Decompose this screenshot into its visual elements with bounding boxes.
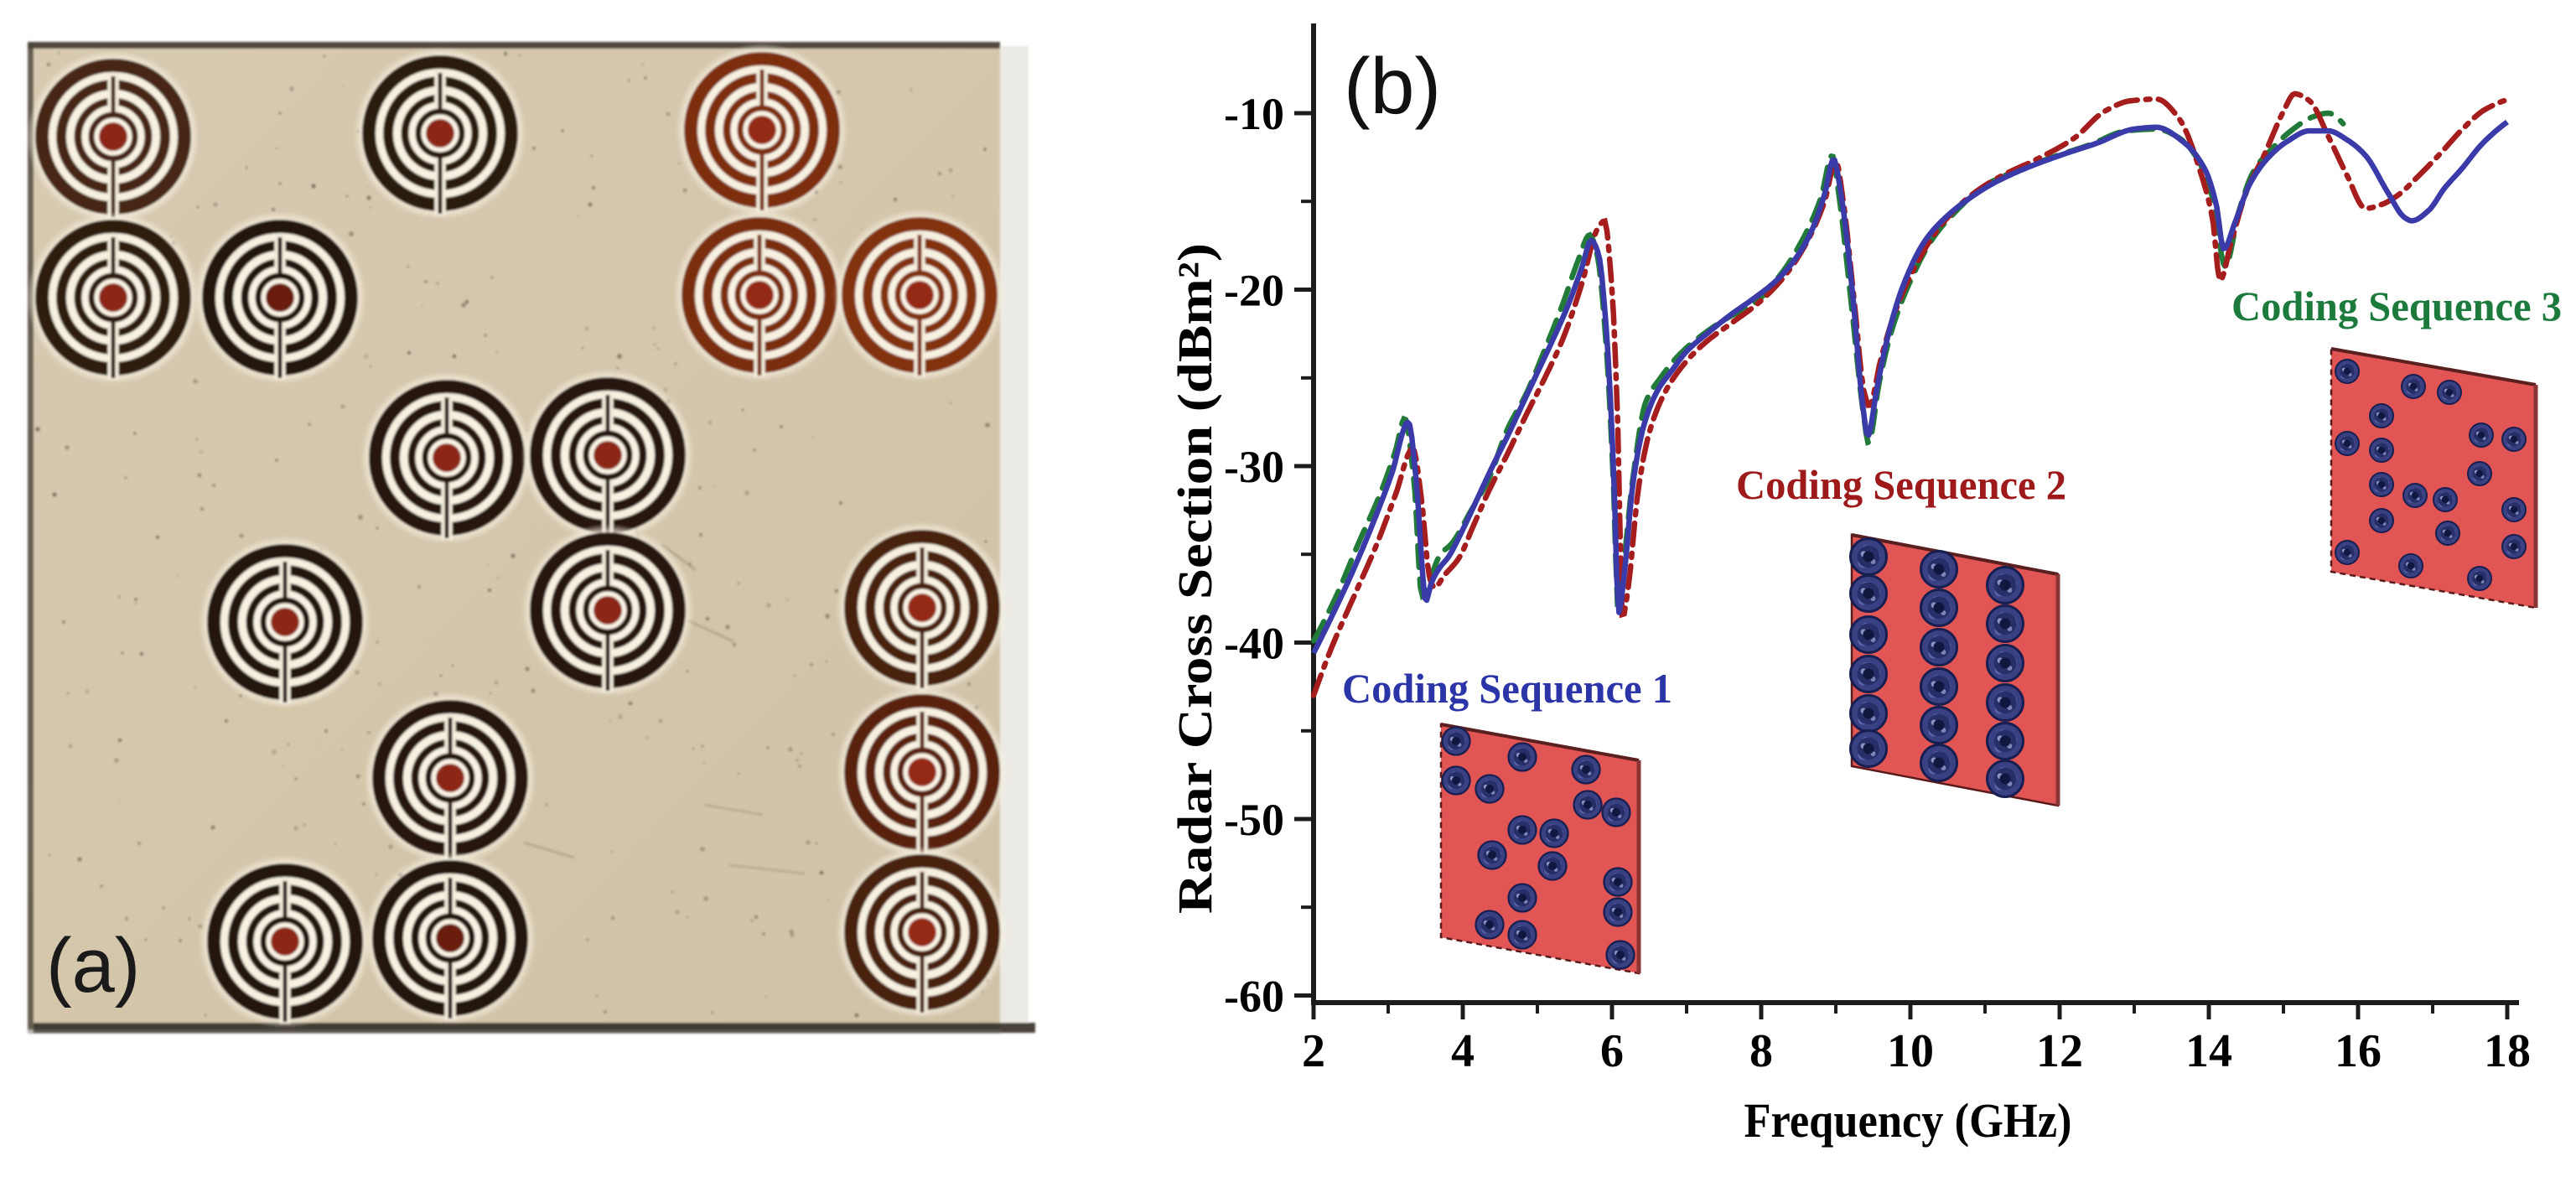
svg-text:4: 4 <box>1451 1025 1475 1077</box>
svg-text:2: 2 <box>1302 1025 1325 1077</box>
svg-text:(b): (b) <box>1344 42 1441 131</box>
svg-text:Coding Sequence 3: Coding Sequence 3 <box>2231 283 2562 329</box>
svg-text:-50: -50 <box>1224 795 1284 845</box>
svg-text:-30: -30 <box>1224 442 1284 492</box>
svg-text:-60: -60 <box>1224 972 1284 1022</box>
svg-text:6: 6 <box>1600 1025 1624 1077</box>
svg-text:10: 10 <box>1887 1025 1934 1077</box>
svg-text:18: 18 <box>2484 1025 2531 1077</box>
svg-text:Coding Sequence 1: Coding Sequence 1 <box>1342 665 1672 712</box>
svg-text:-40: -40 <box>1224 619 1284 669</box>
svg-text:(a): (a) <box>46 923 140 1008</box>
svg-text:Radar Cross Section (dBm²): Radar Cross Section (dBm²) <box>1168 243 1222 914</box>
svg-text:Frequency (GHz): Frequency (GHz) <box>1744 1093 2072 1148</box>
svg-text:12: 12 <box>2036 1025 2083 1077</box>
svg-text:Coding Sequence 2: Coding Sequence 2 <box>1736 461 2066 508</box>
svg-text:-10: -10 <box>1224 89 1284 139</box>
svg-text:8: 8 <box>1749 1025 1773 1077</box>
svg-text:-20: -20 <box>1224 266 1284 316</box>
svg-text:14: 14 <box>2185 1025 2232 1077</box>
svg-text:16: 16 <box>2335 1025 2382 1077</box>
